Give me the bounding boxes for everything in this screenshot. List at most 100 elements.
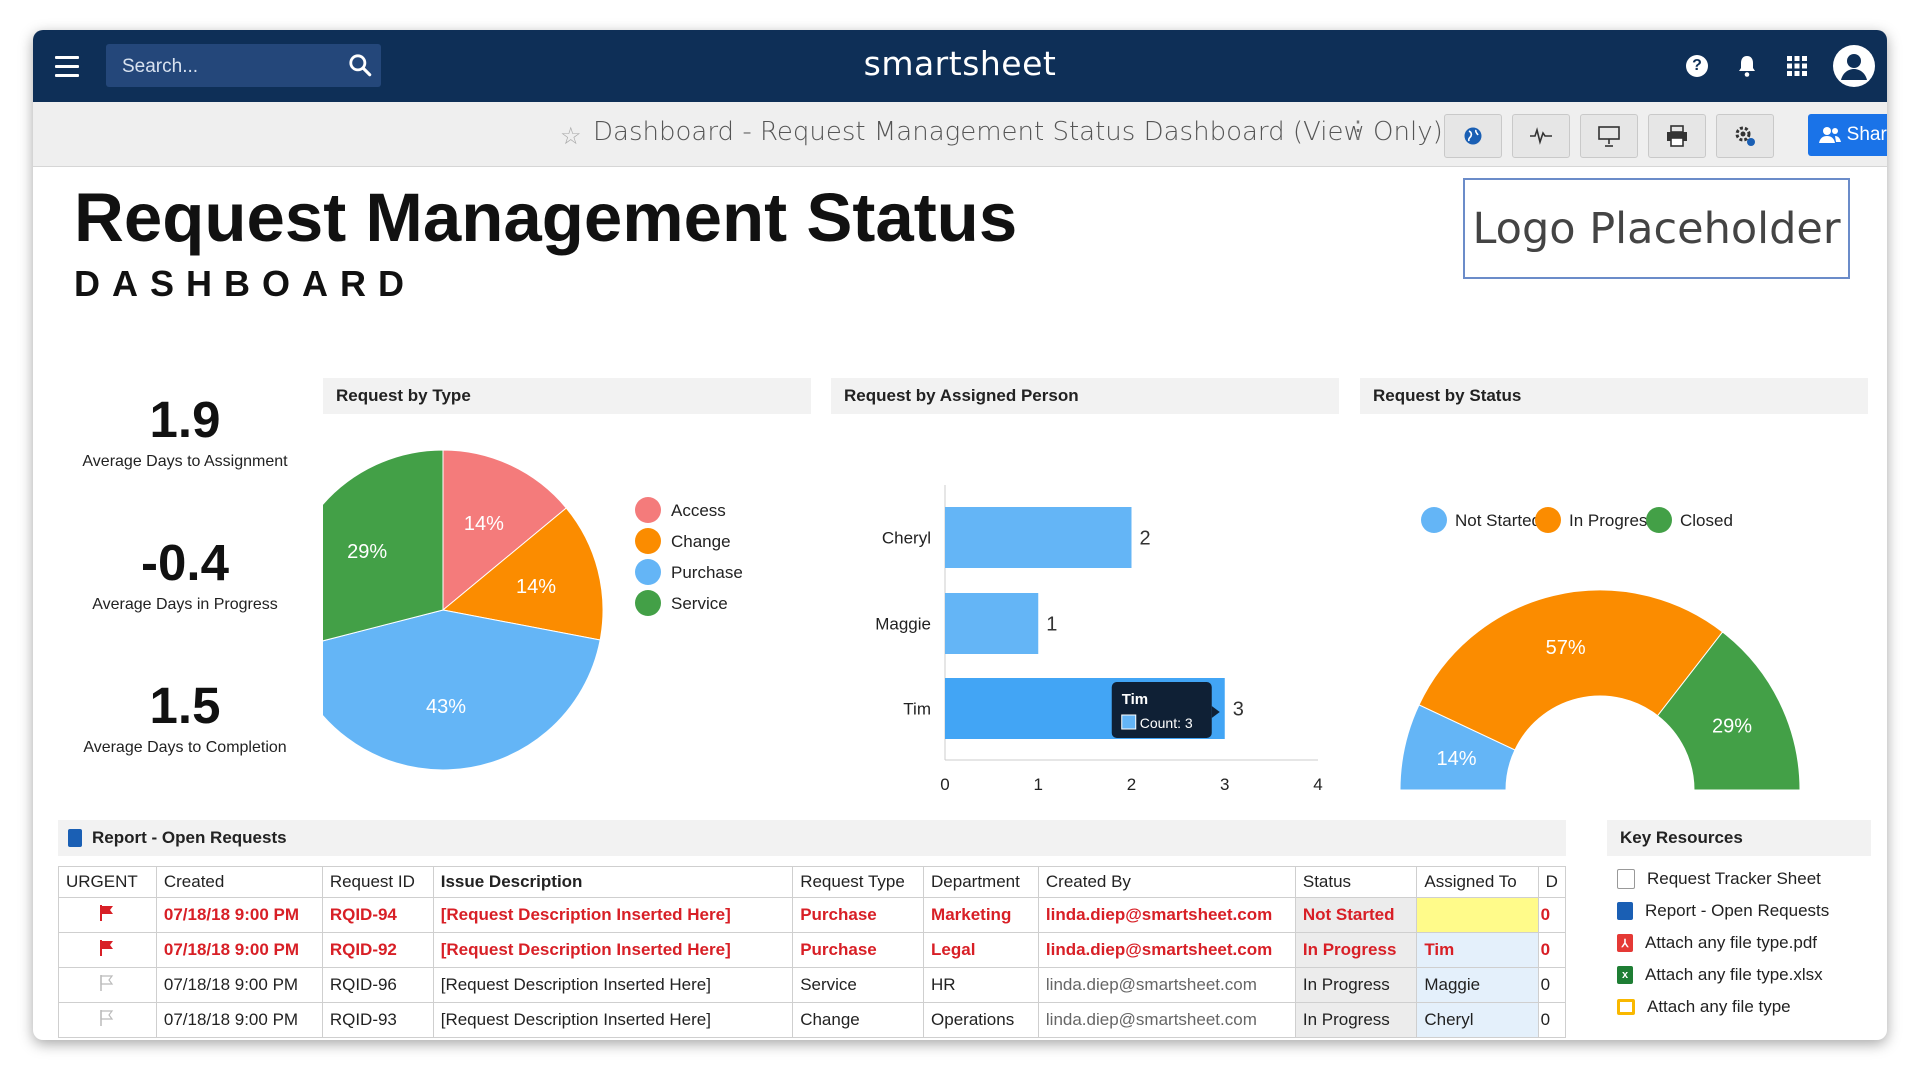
activity-icon[interactable] (1512, 114, 1570, 158)
presentation-icon[interactable] (1580, 114, 1638, 158)
cell-d[interactable]: 0 (1537, 897, 1567, 933)
more-options-icon[interactable]: ⋮ (1346, 117, 1370, 144)
flag-outline-icon[interactable] (58, 1002, 157, 1038)
cell-status[interactable]: In Progress (1294, 932, 1418, 968)
cell-id[interactable]: RQID-93 (321, 1002, 434, 1038)
help-icon[interactable]: ? (1683, 52, 1711, 80)
cell-assigned[interactable]: Cheryl (1416, 1002, 1539, 1038)
sheet-icon (1617, 869, 1635, 889)
cell-assigned[interactable]: Maggie (1416, 967, 1539, 1003)
metric-days-in-progress: -0.4 Average Days in Progress (65, 533, 305, 614)
bar-cheryl[interactable] (945, 507, 1132, 568)
cell-type[interactable]: Change (792, 1002, 925, 1038)
column-header[interactable]: Created (155, 866, 323, 898)
dashboard-toolbar: ☆ Dashboard - Request Management Status … (33, 102, 1887, 167)
user-avatar-icon[interactable] (1833, 45, 1875, 87)
cell-by[interactable]: linda.diep@smartsheet.com (1037, 967, 1296, 1003)
resource-link[interactable]: Report - Open Requests (1617, 898, 1829, 924)
cell-id[interactable]: RQID-92 (321, 932, 434, 968)
column-header[interactable]: Request ID (321, 866, 434, 898)
cell-created[interactable]: 07/18/18 9:00 PM (155, 1002, 323, 1038)
table-row[interactable]: 07/18/18 9:00 PM RQID-94 [Request Descript… (58, 897, 1567, 933)
column-header[interactable]: Status (1294, 866, 1418, 898)
cell-dept[interactable]: Marketing (923, 897, 1039, 933)
column-header[interactable]: Department (923, 866, 1039, 898)
settings-icon[interactable] (1716, 114, 1774, 158)
cell-d[interactable]: 0 (1537, 1002, 1567, 1038)
apps-grid-icon[interactable] (1783, 52, 1811, 80)
print-icon[interactable] (1648, 114, 1706, 158)
cell-status[interactable]: In Progress (1294, 967, 1418, 1003)
column-header[interactable]: Assigned To (1416, 866, 1539, 898)
brand-logo[interactable]: smartsheet (863, 44, 1057, 83)
cell-dept[interactable]: Operations (923, 1002, 1039, 1038)
search-input[interactable] (106, 44, 344, 89)
pie-slice-purchase[interactable] (323, 609, 601, 771)
cell-by[interactable]: linda.diep@smartsheet.com (1037, 932, 1296, 968)
cell-assigned[interactable]: Tim (1416, 932, 1539, 968)
bar-maggie[interactable] (945, 593, 1039, 654)
donut-segment-in-progress[interactable] (1418, 589, 1724, 751)
tooltip-arrow (1211, 706, 1220, 718)
cell-type[interactable]: Purchase (792, 897, 925, 933)
cell-d[interactable]: 0 (1537, 932, 1567, 968)
globe-icon[interactable] (1444, 114, 1502, 158)
column-header[interactable]: Created By (1037, 866, 1296, 898)
cell-dept[interactable]: HR (923, 967, 1039, 1003)
resource-link[interactable]: ⅄ Attach any file type.pdf (1617, 930, 1817, 956)
logo-placeholder: Logo Placeholder (1463, 178, 1850, 279)
cell-id[interactable]: RQID-96 (321, 967, 434, 1003)
cell-status[interactable]: In Progress (1294, 1002, 1418, 1038)
pie-slice-service[interactable] (323, 449, 444, 650)
legend-label: Service (671, 594, 728, 613)
cell-desc[interactable]: [Request Description Inserted Here] (432, 1002, 794, 1038)
table-row[interactable]: 07/18/18 9:00 PM RQID-96 [Request Descript… (58, 967, 1567, 1003)
cell-status[interactable]: Not Started (1294, 897, 1418, 933)
cell-by[interactable]: linda.diep@smartsheet.com (1037, 1002, 1296, 1038)
legend-swatch (1421, 507, 1447, 533)
report-icon (68, 829, 82, 847)
share-button[interactable]: Share (1808, 114, 1887, 156)
metric-label: Average Days to Assignment (82, 453, 288, 470)
donut-segment-closed[interactable] (1656, 631, 1801, 791)
column-header[interactable]: Request Type (792, 866, 925, 898)
resource-link[interactable]: Attach any file type (1617, 994, 1791, 1020)
cell-created[interactable]: 07/18/18 9:00 PM (155, 897, 323, 933)
column-header[interactable]: Issue Description (432, 866, 794, 898)
table-row[interactable]: 07/18/18 9:00 PM RQID-93 [Request Descript… (58, 1002, 1567, 1038)
star-icon[interactable]: ☆ (560, 123, 582, 150)
column-header[interactable]: URGENT (58, 866, 157, 898)
cell-dept[interactable]: Legal (923, 932, 1039, 968)
cell-d[interactable]: 0 (1537, 967, 1567, 1003)
resource-label: Attach any file type.pdf (1645, 933, 1817, 952)
urgent-flag-icon[interactable] (58, 932, 157, 968)
cell-desc[interactable]: [Request Description Inserted Here] (432, 967, 794, 1003)
cell-desc[interactable]: [Request Description Inserted Here] (432, 932, 794, 968)
resource-link[interactable]: Request Tracker Sheet (1617, 866, 1821, 892)
cell-type[interactable]: Purchase (792, 932, 925, 968)
bell-icon[interactable] (1733, 52, 1761, 80)
resource-link[interactable]: x Attach any file type.xlsx (1617, 962, 1823, 988)
column-header[interactable]: D (1537, 866, 1567, 898)
cell-created[interactable]: 07/18/18 9:00 PM (155, 932, 323, 968)
urgent-flag-icon[interactable] (58, 897, 157, 933)
pie-slice-change[interactable] (441, 507, 604, 641)
cell-id[interactable]: RQID-94 (321, 897, 434, 933)
metric-label: Average Days to Completion (83, 739, 287, 756)
pie-slice-access[interactable] (442, 449, 567, 612)
cell-by[interactable]: linda.diep@smartsheet.com (1037, 897, 1296, 933)
search-box[interactable] (106, 44, 381, 89)
cell-desc[interactable]: [Request Description Inserted Here] (432, 897, 794, 933)
metric-value: 1.5 (149, 677, 221, 734)
menu-icon[interactable] (51, 50, 83, 82)
table-row[interactable]: 07/18/18 9:00 PM RQID-92 [Request Descript… (58, 932, 1567, 968)
cell-assigned[interactable] (1416, 897, 1539, 933)
flag-outline-icon[interactable] (58, 967, 157, 1003)
search-icon[interactable] (347, 52, 373, 78)
legend-swatch (635, 528, 661, 554)
cell-type[interactable]: Service (792, 967, 925, 1003)
report-header[interactable]: Report - Open Requests (58, 820, 1566, 856)
excel-icon: x (1617, 966, 1633, 984)
metric-value: -0.4 (141, 534, 229, 591)
cell-created[interactable]: 07/18/18 9:00 PM (155, 967, 323, 1003)
